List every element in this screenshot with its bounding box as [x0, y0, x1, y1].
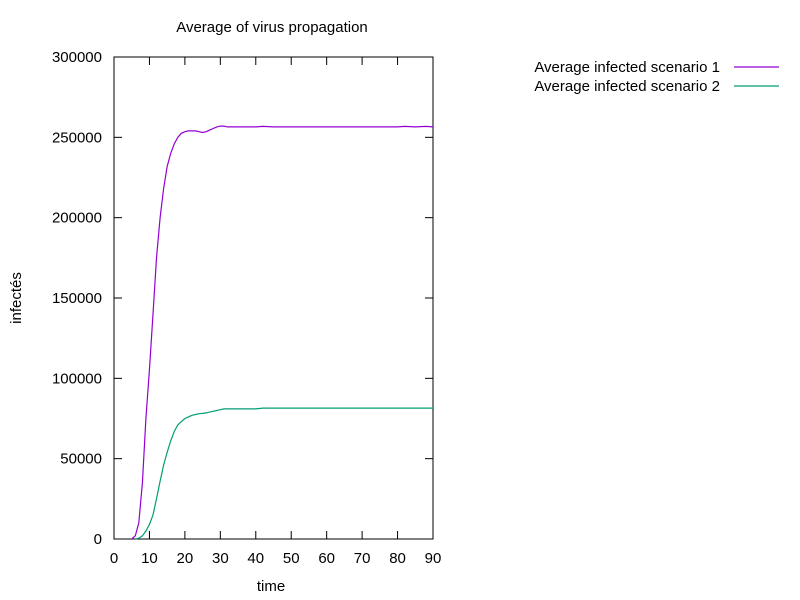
- y-tick-label: 0: [94, 531, 102, 548]
- legend-label-scenario-2: Average infected scenario 2: [534, 78, 720, 95]
- y-tick-label: 200000: [52, 210, 102, 227]
- chart-title: Average of virus propagation: [176, 19, 368, 36]
- y-tick-label: 250000: [52, 129, 102, 146]
- x-tick-label: 20: [177, 550, 194, 567]
- y-axis-label: infectés: [8, 272, 25, 324]
- x-tick-label: 80: [389, 550, 406, 567]
- legend-label-scenario-1: Average infected scenario 1: [534, 59, 720, 76]
- y-tick-label: 150000: [52, 290, 102, 307]
- plot-frame: [113, 56, 434, 540]
- series-lines: [131, 125, 434, 540]
- series-line-scenario-1: [131, 125, 434, 540]
- x-tick-label: 70: [354, 550, 371, 567]
- x-tick-label: 90: [425, 550, 442, 567]
- x-tick-label: 50: [283, 550, 300, 567]
- y-tick-label: 50000: [60, 451, 102, 468]
- y-tick-label: 100000: [52, 370, 102, 387]
- y-axis: 0 50000 100000 150000 200000 250000 300000: [52, 49, 433, 548]
- x-tick-label: 10: [141, 550, 158, 567]
- series-line-scenario-2: [135, 407, 433, 540]
- x-tick-label: 60: [318, 550, 335, 567]
- y-tick-label: 300000: [52, 49, 102, 66]
- x-tick-label: 30: [212, 550, 229, 567]
- x-tick-label: 0: [110, 550, 118, 567]
- x-axis: 0 10 20 30 40 50 60 70 80 90: [110, 57, 442, 567]
- legend: Average infected scenario 1 Average infec…: [534, 59, 779, 95]
- x-axis-label: time: [257, 578, 285, 595]
- x-tick-label: 40: [247, 550, 264, 567]
